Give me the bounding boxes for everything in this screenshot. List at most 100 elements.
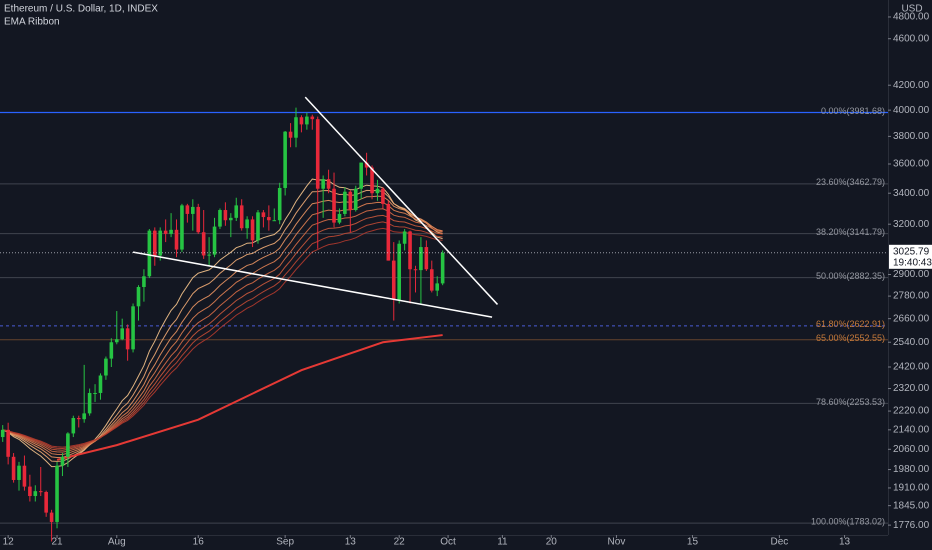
x-tick-label: 16 bbox=[193, 537, 205, 548]
candle-body bbox=[294, 117, 298, 138]
candle-body bbox=[343, 191, 347, 214]
fib-label: 78.60%(2253.53) bbox=[816, 397, 885, 407]
x-tick-label: 12 bbox=[3, 537, 15, 548]
candle-body bbox=[17, 465, 21, 480]
candle-body bbox=[28, 486, 32, 497]
candle-body bbox=[114, 339, 119, 343]
plot: 0.00%(3981.68) 23.60%(3462.79) 38.20%(3141… bbox=[0, 96, 888, 542]
candle-body bbox=[104, 358, 108, 376]
candle-body bbox=[142, 276, 146, 287]
x-tick-label: Sep bbox=[276, 537, 294, 548]
candle-body bbox=[131, 306, 135, 350]
y-tick-label: 2900.00 bbox=[893, 269, 930, 280]
candle-body bbox=[147, 230, 152, 277]
y-tick-label: 1776.00 bbox=[893, 520, 930, 531]
ema-line bbox=[2, 201, 443, 456]
candle-body bbox=[76, 418, 81, 420]
candle-body bbox=[256, 212, 260, 241]
candle-body bbox=[174, 229, 179, 250]
candle-body bbox=[337, 213, 342, 223]
y-tick-label: 2320.00 bbox=[893, 383, 930, 394]
y-tick-label: 2060.00 bbox=[893, 444, 930, 455]
candle-body bbox=[38, 491, 43, 493]
x-tick-label: Aug bbox=[108, 537, 126, 548]
candle-body bbox=[348, 191, 353, 211]
moving-average bbox=[56, 334, 443, 461]
candle-body bbox=[207, 254, 211, 256]
candle-body bbox=[22, 465, 27, 487]
y-tick-label: 2660.00 bbox=[893, 313, 930, 324]
y-tick-label: 4600.00 bbox=[893, 33, 930, 44]
x-tick-label: 22 bbox=[394, 537, 406, 548]
x-tick-label: 15 bbox=[687, 537, 699, 548]
candle-body bbox=[277, 187, 282, 221]
candle-body bbox=[212, 226, 217, 255]
x-tick-label: 20 bbox=[546, 537, 558, 548]
chart-title: Ethereum / U.S. Dollar, 1D, INDEX bbox=[4, 4, 158, 15]
fib-label: 100.00%(1783.02) bbox=[811, 516, 885, 526]
candle-body bbox=[386, 203, 391, 261]
x-tick-label: Dec bbox=[770, 537, 788, 548]
y-tick-label: 1910.00 bbox=[893, 483, 930, 494]
trendline bbox=[132, 251, 493, 318]
candle-body bbox=[223, 210, 228, 221]
candle-body bbox=[71, 418, 76, 434]
candle-body bbox=[152, 230, 157, 256]
ema-line bbox=[2, 208, 443, 453]
candle-body bbox=[250, 219, 255, 241]
candle-body bbox=[196, 206, 201, 233]
candle-body bbox=[98, 375, 103, 393]
candle-body bbox=[315, 119, 320, 189]
candle-body bbox=[11, 456, 16, 480]
x-tick-label: Nov bbox=[608, 537, 626, 548]
fib-label: 61.80%(2622.91) bbox=[816, 319, 885, 329]
candle-body bbox=[267, 217, 271, 221]
candle-body bbox=[283, 131, 287, 188]
candle-body bbox=[60, 456, 65, 466]
candle-body bbox=[305, 116, 309, 125]
candle-body bbox=[120, 328, 125, 340]
y-tick-label: 3800.00 bbox=[893, 131, 930, 142]
y-tick-label: 4800.00 bbox=[893, 12, 930, 23]
candle-body bbox=[310, 116, 315, 120]
x-tick-label: 13 bbox=[345, 537, 357, 548]
candle-body bbox=[288, 131, 293, 138]
x-tick-label: Oct bbox=[440, 537, 456, 548]
candle-body bbox=[370, 167, 374, 194]
candle-body bbox=[391, 260, 396, 300]
candle-body bbox=[158, 230, 163, 256]
y-tick-label: 2140.00 bbox=[893, 424, 930, 435]
fib-label: 50.00%(2882.35) bbox=[816, 271, 885, 281]
candle-body bbox=[353, 188, 358, 211]
candle-body bbox=[6, 429, 10, 457]
candle-body bbox=[435, 283, 440, 291]
candle-body bbox=[49, 512, 54, 522]
candle-body bbox=[429, 269, 434, 291]
candle-body bbox=[55, 465, 59, 522]
candle-body bbox=[125, 328, 130, 350]
candle-body bbox=[180, 205, 184, 250]
y-tick-label: 3200.00 bbox=[893, 219, 930, 230]
candle-body bbox=[359, 162, 363, 189]
y-tick-label: 2540.00 bbox=[893, 337, 930, 348]
x-tick-label: 11 bbox=[497, 537, 508, 548]
candle-body bbox=[413, 269, 418, 271]
candle-body bbox=[245, 219, 249, 229]
candle-body bbox=[191, 206, 195, 214]
candle-body bbox=[218, 210, 222, 227]
candle-body bbox=[169, 229, 173, 234]
candle-body bbox=[402, 231, 407, 244]
candle-body bbox=[44, 491, 48, 513]
candle-body bbox=[66, 433, 70, 457]
x-tick-label: 13 bbox=[839, 537, 851, 548]
candle-body bbox=[163, 230, 168, 234]
x-tick-label: 21 bbox=[51, 537, 63, 548]
y-tick-label: 4200.00 bbox=[893, 80, 930, 91]
fib-label: 0.00%(3981.68) bbox=[821, 106, 885, 116]
candle-body bbox=[299, 117, 304, 125]
candle-body bbox=[397, 243, 401, 300]
y-tick-label: 2780.00 bbox=[893, 291, 930, 302]
y-tick-label: 1980.00 bbox=[893, 464, 930, 475]
candle-body bbox=[424, 247, 429, 270]
